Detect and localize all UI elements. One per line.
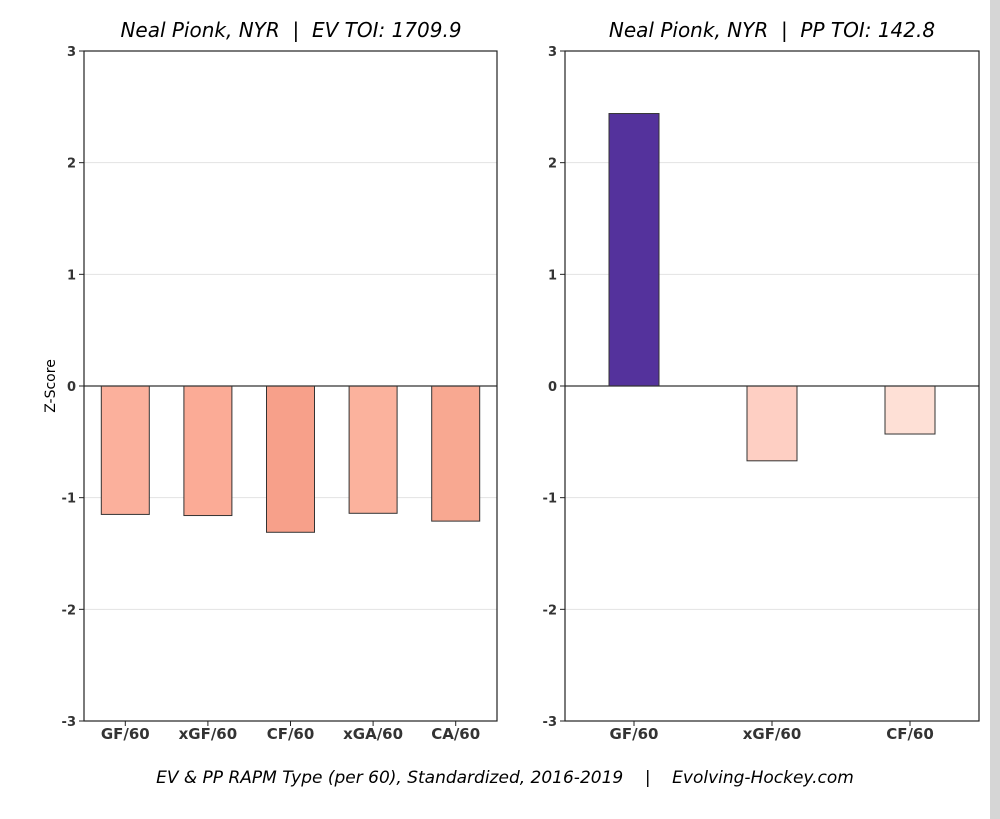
x-tick-label: CF/60 xyxy=(886,725,934,743)
ev-panel-title: Neal Pionk, NYR | EV TOI: 1709.9 xyxy=(120,18,461,42)
x-tick-label: xGF/60 xyxy=(743,725,802,743)
bar-ca-60 xyxy=(431,385,481,522)
y-tick-label: -3 xyxy=(543,715,557,730)
pp-rapm-panel: Neal Pionk, NYR | PP TOI: 142.8 -3 -2 -1 0 1… xyxy=(543,18,980,743)
bar-cf-60 xyxy=(884,385,936,435)
y-tick-label: -2 xyxy=(62,603,76,618)
x-tick-label: xGF/60 xyxy=(179,725,238,743)
y-tick-label: -1 xyxy=(543,492,557,507)
x-tick-label: xGA/60 xyxy=(343,725,403,743)
bar-xga-60 xyxy=(348,385,398,514)
chart-caption: EV & PP RAPM Type (per 60), Standardized… xyxy=(156,768,854,788)
y-tick-label: 1 xyxy=(548,268,557,283)
scrollbar[interactable] xyxy=(990,0,1000,819)
ev-rapm-panel: Neal Pionk, NYR | EV TOI: 1709.9 Z-Score… xyxy=(43,18,498,743)
x-tick-label: CF/60 xyxy=(267,725,315,743)
y-tick-label: 3 xyxy=(67,45,76,60)
bar-gf-60 xyxy=(100,385,150,515)
y-tick-label: 2 xyxy=(67,157,76,172)
y-tick-label: -3 xyxy=(62,715,76,730)
y-tick-label: 0 xyxy=(548,380,557,395)
pp-panel-title: Neal Pionk, NYR | PP TOI: 142.8 xyxy=(609,18,935,42)
y-tick-label: -1 xyxy=(62,492,76,507)
y-tick-label: 1 xyxy=(67,268,76,283)
bar-xgf-60 xyxy=(183,385,233,517)
x-tick-label: GF/60 xyxy=(101,725,150,743)
x-tick-label: CA/60 xyxy=(431,725,480,743)
y-tick-label: 2 xyxy=(548,157,557,172)
bar-cf-60 xyxy=(266,385,315,533)
y-tick-label: -2 xyxy=(543,603,557,618)
y-tick-label: 0 xyxy=(67,380,76,395)
y-axis-label: Z-Score xyxy=(43,359,59,413)
y-tick-label: 3 xyxy=(548,45,557,60)
bar-xgf-60 xyxy=(746,385,798,462)
bar-gf-60 xyxy=(608,113,660,387)
x-tick-label: GF/60 xyxy=(610,725,659,743)
